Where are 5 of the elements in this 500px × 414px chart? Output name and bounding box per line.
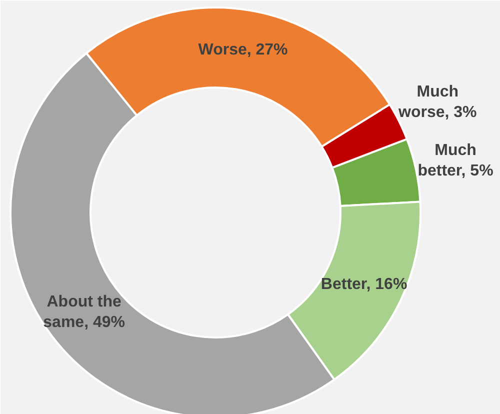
slice-label: Worse, 27%	[198, 41, 288, 58]
slice-label: Much worse, 3%	[398, 84, 477, 121]
slice-label: Much better, 5%	[418, 142, 494, 180]
slice-label: Better, 16%	[320, 276, 408, 293]
slice-label: About the same, 49%	[43, 294, 125, 331]
